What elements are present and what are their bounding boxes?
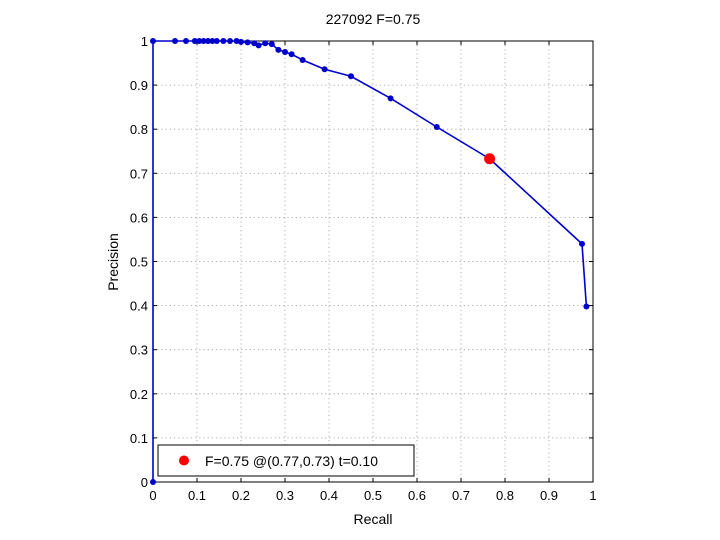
pr-curve-point — [220, 38, 227, 44]
x-tick-label: 0.9 — [540, 488, 558, 503]
pr-curve-point — [583, 303, 590, 310]
pr-curve-point — [348, 73, 354, 80]
pr-curve-point — [244, 39, 251, 46]
pr-curve-point — [205, 38, 211, 44]
y-tick-label: 1 — [141, 34, 148, 49]
pr-curve-point — [387, 95, 394, 102]
x-tick-label: 0.8 — [496, 488, 514, 503]
pr-curve-point — [262, 40, 269, 47]
tick-labels: 0 0.1 0.2 0.3 0.4 0.5 0.6 0.7 0.8 0.9 1 0 0.1 0.2 0.3 0… — [130, 34, 597, 503]
pr-curve-point — [150, 38, 156, 44]
pr-curve-point — [288, 51, 295, 58]
pr-curve-point — [255, 42, 262, 49]
x-axis-label: Recall — [354, 511, 393, 527]
pr-curve-point — [196, 38, 203, 44]
x-tick-label: 0.6 — [408, 488, 426, 503]
y-tick-label: 0.5 — [130, 255, 148, 270]
pr-curve-point — [191, 38, 198, 44]
legend: F=0.75 @(0.77,0.73) t=0.10 — [157, 444, 415, 477]
y-tick-label: 0.1 — [130, 431, 148, 446]
y-tick-label: 0.9 — [130, 78, 148, 93]
x-tick-label: 0.7 — [452, 488, 470, 503]
pr-curve-point — [227, 38, 233, 44]
y-tick-label: 0.3 — [130, 343, 148, 358]
y-tick-label: 0.2 — [130, 387, 148, 402]
y-tick-label: 0 — [141, 475, 148, 490]
pr-curve-point — [275, 46, 282, 53]
y-tick-label: 0.8 — [130, 122, 148, 137]
y-axis-label: Precision — [105, 233, 121, 291]
series-layer — [150, 38, 590, 485]
x-tick-label: 1 — [589, 488, 596, 503]
pr-curve-point — [433, 123, 440, 130]
pr-curve-point — [213, 38, 220, 44]
x-tick-label: 0.5 — [364, 488, 382, 503]
pr-curve-point — [150, 479, 156, 485]
y-tick-label: 0.7 — [130, 166, 148, 181]
x-tick-label: 0.2 — [232, 488, 250, 503]
legend-marker — [179, 455, 189, 466]
pr-curve-point — [183, 38, 189, 44]
legend-label: F=0.75 @(0.77,0.73) t=0.10 — [205, 453, 378, 469]
x-tick-label: 0.3 — [276, 488, 294, 503]
pr-curve-point — [172, 38, 178, 44]
pr-curve-point — [282, 49, 288, 56]
pr-curve-point — [200, 38, 207, 44]
pr-curve-point — [209, 38, 216, 44]
pr-curve-point — [299, 56, 306, 63]
plot-area — [150, 38, 594, 485]
highlight-layer — [484, 153, 496, 165]
y-tick-label: 0.4 — [130, 299, 148, 314]
plot-background — [153, 41, 593, 482]
y-tick-label: 0.6 — [130, 210, 148, 225]
pr-curve-point — [579, 240, 585, 247]
chart-title: 227092 F=0.75 — [326, 11, 421, 27]
x-tick-label: 0 — [149, 488, 156, 503]
best-f-point — [484, 153, 496, 165]
pr-curve-point — [268, 41, 275, 48]
x-tick-label: 0.1 — [188, 488, 206, 503]
pr-curve-point — [238, 38, 244, 45]
x-tick-label: 0.4 — [320, 488, 338, 503]
pr-curve-point — [321, 66, 328, 73]
legend-box — [157, 444, 415, 477]
